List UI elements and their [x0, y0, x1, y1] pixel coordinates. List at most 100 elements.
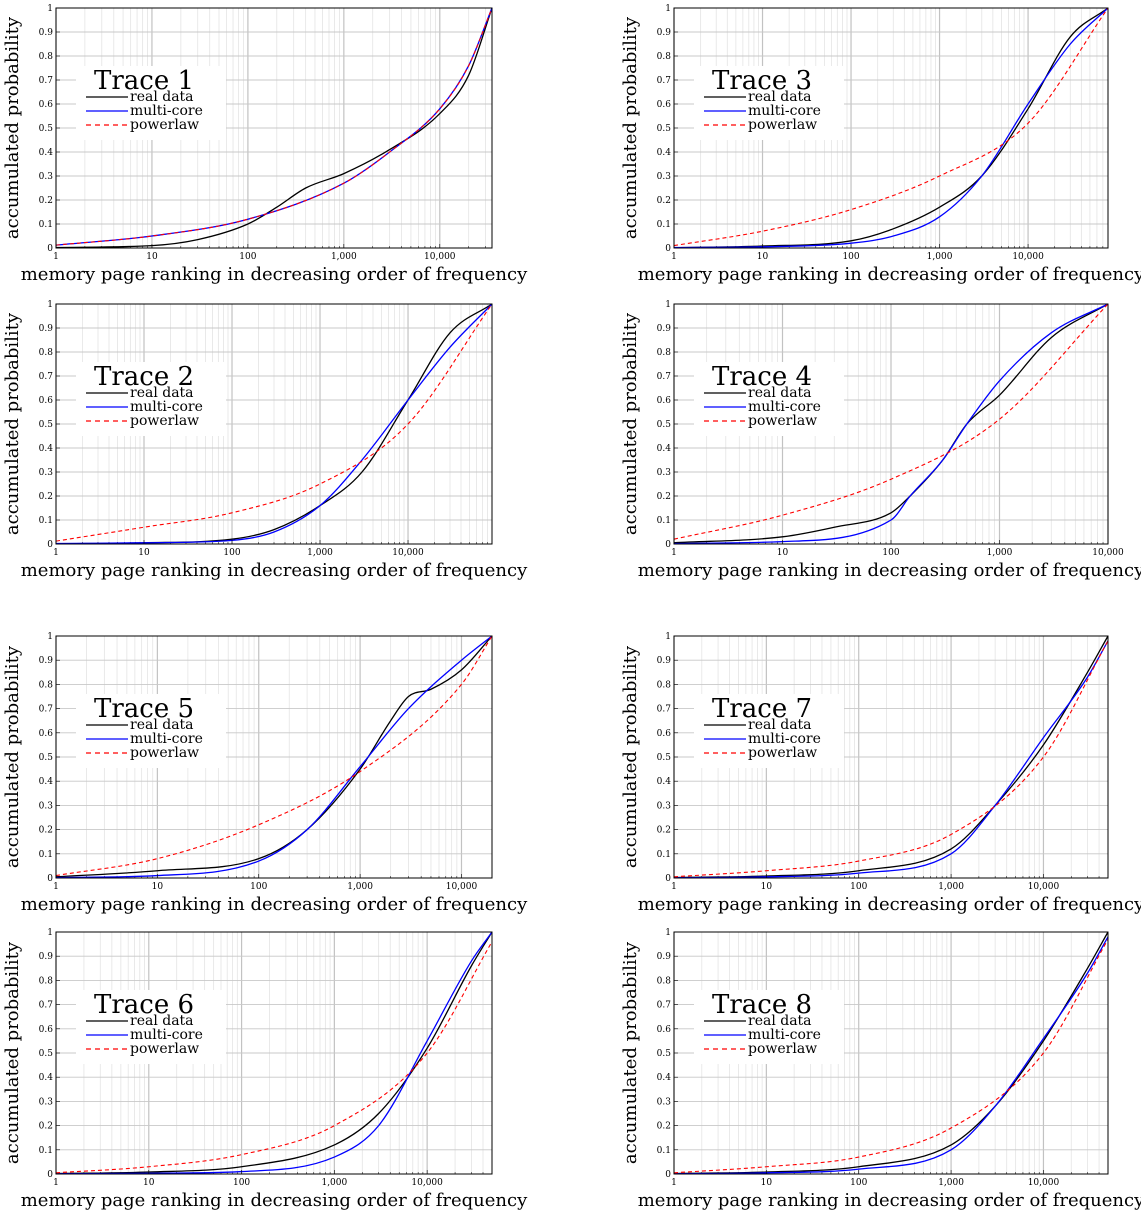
- y-tick-label: 0.3: [39, 172, 54, 182]
- y-tick-label: 0.7: [39, 372, 54, 382]
- y-tick-label: 0.4: [39, 444, 54, 454]
- y-tick-label: 1: [47, 300, 53, 310]
- x-tick-label: 100: [223, 548, 240, 558]
- y-tick-label: 0.5: [39, 1049, 54, 1059]
- y-tick-label: 0.3: [657, 801, 672, 811]
- legend-label: multi-core: [748, 103, 821, 119]
- y-tick-label: 0.1: [657, 516, 671, 526]
- chart-title: Trace 4: [712, 362, 812, 392]
- legend-label: powerlaw: [748, 413, 817, 429]
- y-tick-label: 0.8: [657, 52, 672, 62]
- legend-label: powerlaw: [748, 1041, 817, 1057]
- series-line-real-data: [55, 635, 493, 878]
- legend-label: real data: [130, 717, 194, 733]
- y-tick-label: 0.9: [657, 952, 672, 962]
- x-tick-label: 100: [250, 882, 267, 892]
- x-tick-label: 1: [671, 1178, 677, 1188]
- x-tick-label: 10: [761, 882, 773, 892]
- chart-panel-4: 0 0.1 0.2 0.3 0.4 0.5 0.6 0.7 0.8 0.9 1 1 10 100 1,000…: [620, 300, 1141, 581]
- x-tick-label: 10: [777, 548, 789, 558]
- chart-panel-7: 0 0.1 0.2 0.3 0.4 0.5 0.6 0.7 0.8 0.9 1 1 10 100 1,000…: [2, 928, 528, 1211]
- x-tick-label: 1,000: [987, 548, 1013, 558]
- legend-box: [694, 66, 844, 140]
- y-tick-label: 0.4: [39, 777, 54, 787]
- x-axis-label: memory page ranking in decreasing order …: [638, 264, 1141, 285]
- x-tick-label: 100: [233, 1178, 250, 1188]
- y-tick-label: 0.3: [657, 172, 672, 182]
- y-tick-label: 0.5: [657, 124, 672, 134]
- legend-label: powerlaw: [130, 117, 199, 133]
- legend-label: multi-core: [748, 1027, 821, 1043]
- series-line-powerlaw: [55, 635, 493, 877]
- y-tick-label: 0: [47, 874, 53, 884]
- y-tick-label: 0.1: [657, 1146, 671, 1156]
- y-tick-label: 0: [665, 874, 671, 884]
- y-tick-label: 0.5: [657, 753, 672, 763]
- chart-title: Trace 2: [94, 362, 194, 392]
- legend-box: [694, 362, 844, 436]
- x-axis-label: memory page ranking in decreasing order …: [21, 560, 528, 581]
- y-tick-label: 0.3: [39, 468, 54, 478]
- y-tick-label: 0.8: [657, 348, 672, 358]
- x-tick-label: 1: [53, 1178, 59, 1188]
- y-tick-label: 0.1: [39, 1146, 53, 1156]
- x-tick-label: 1: [53, 252, 59, 262]
- y-tick-label: 0.5: [39, 753, 54, 763]
- y-tick-label: 0.5: [39, 124, 54, 134]
- x-tick-label: 1: [671, 548, 677, 558]
- y-tick-label: 0.7: [39, 705, 54, 715]
- legend-label: multi-core: [748, 731, 821, 747]
- series-line-real-data: [673, 7, 1109, 249]
- x-axis-label: memory page ranking in decreasing order …: [21, 894, 528, 915]
- x-tick-label: 100: [850, 1178, 867, 1188]
- legend-label: real data: [130, 89, 194, 105]
- y-tick-label: 0.2: [657, 1122, 671, 1132]
- y-tick-label: 0.4: [657, 148, 672, 158]
- y-tick-label: 0.4: [657, 777, 672, 787]
- x-axis-label: memory page ranking in decreasing order …: [638, 1190, 1141, 1211]
- y-tick-label: 1: [47, 928, 53, 938]
- x-axis-label: memory page ranking in decreasing order …: [21, 264, 528, 285]
- chart-panel-5: 0 0.1 0.2 0.3 0.4 0.5 0.6 0.7 0.8 0.9 1 1 10 100 1,000…: [2, 632, 528, 915]
- x-tick-label: 100: [239, 252, 256, 262]
- y-tick-label: 0.2: [39, 1122, 53, 1132]
- y-tick-label: 0.7: [657, 372, 672, 382]
- x-tick-label: 1: [671, 252, 677, 262]
- x-tick-label: 10,000: [411, 1178, 443, 1188]
- y-tick-label: 1: [665, 928, 671, 938]
- y-tick-label: 0.9: [39, 952, 54, 962]
- series-line-multi-core: [673, 640, 1109, 879]
- x-tick-label: 10,000: [1028, 882, 1060, 892]
- x-tick-label: 10,000: [1028, 1178, 1060, 1188]
- x-tick-label: 10: [761, 1178, 773, 1188]
- y-tick-label: 1: [47, 632, 53, 642]
- series-line-multi-core: [673, 7, 1109, 249]
- y-axis-label: accumulated probability: [620, 645, 641, 868]
- x-tick-label: 10,000: [1092, 548, 1124, 558]
- legend-label: real data: [748, 89, 812, 105]
- legend-box: [76, 362, 226, 436]
- y-tick-label: 0.2: [39, 196, 53, 206]
- y-axis-label: accumulated probability: [620, 941, 641, 1164]
- y-axis-label: accumulated probability: [620, 312, 641, 535]
- y-tick-label: 0: [47, 540, 53, 550]
- y-tick-label: 0.3: [39, 1097, 54, 1107]
- x-tick-label: 1: [671, 882, 677, 892]
- series-line-real-data: [673, 635, 1109, 879]
- x-axis-label: memory page ranking in decreasing order …: [638, 894, 1141, 915]
- chart-title: Trace 3: [712, 66, 812, 96]
- legend-label: multi-core: [130, 399, 203, 415]
- legend-label: multi-core: [748, 399, 821, 415]
- y-tick-label: 0.6: [657, 729, 672, 739]
- legend-box: [76, 990, 226, 1064]
- x-tick-label: 1,000: [331, 252, 357, 262]
- y-tick-label: 0.9: [657, 324, 672, 334]
- x-axis-label: memory page ranking in decreasing order …: [21, 1190, 528, 1211]
- y-tick-label: 0.3: [657, 1097, 672, 1107]
- y-tick-label: 0.5: [657, 1049, 672, 1059]
- x-tick-label: 10,000: [424, 252, 456, 262]
- y-tick-label: 0.8: [657, 976, 672, 986]
- y-tick-label: 0.8: [39, 348, 54, 358]
- x-tick-label: 10: [757, 252, 769, 262]
- y-tick-label: 0.7: [39, 76, 54, 86]
